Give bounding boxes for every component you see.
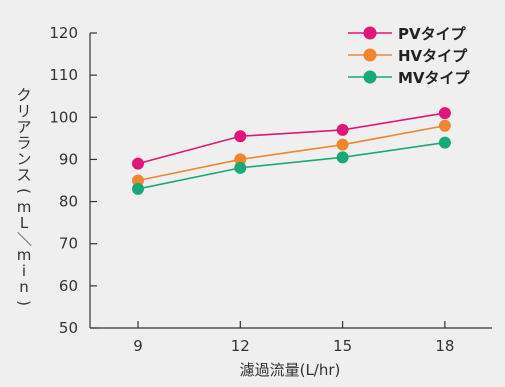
series-line xyxy=(137,124,446,182)
y-axis-title-char: ス xyxy=(16,166,31,184)
y-axis-title-char: ( xyxy=(15,188,33,194)
data-point xyxy=(438,107,451,120)
legend-label: HVタイプ xyxy=(398,47,468,65)
x-tick-label: 18 xyxy=(435,337,454,355)
data-point xyxy=(336,138,349,151)
y-axis-title-char: m xyxy=(17,246,32,264)
y-axis-title-char: i xyxy=(22,262,26,280)
legend-label: MVタイプ xyxy=(398,69,471,87)
y-axis-title-char: ク xyxy=(16,86,31,104)
data-point xyxy=(336,151,349,164)
data-point xyxy=(438,136,451,149)
y-tick-label: 50 xyxy=(59,319,78,337)
data-point xyxy=(132,182,144,195)
y-axis-title-char: ン xyxy=(16,150,31,168)
y-tick-label: 80 xyxy=(59,193,78,211)
y-tick-label: 100 xyxy=(49,108,78,126)
x-axis-ticks: 9 12 15 18 xyxy=(133,321,454,355)
y-axis-title-char: m xyxy=(17,198,32,216)
legend-label: PVタイプ xyxy=(398,25,467,43)
legend-marker xyxy=(363,26,377,40)
series-line xyxy=(137,112,446,165)
data-point xyxy=(234,153,247,166)
y-axis-title-char: L xyxy=(20,214,29,232)
y-tick-label: 90 xyxy=(59,150,78,168)
data-point xyxy=(234,161,247,174)
y-tick-label: 60 xyxy=(59,277,78,295)
y-axis-title-char: n xyxy=(19,278,29,296)
series-line xyxy=(137,141,446,190)
legend-marker xyxy=(363,48,377,62)
data-point xyxy=(234,130,247,143)
y-axis-title-char: ラ xyxy=(16,134,31,152)
y-axis-title-char: ／ xyxy=(15,231,33,246)
data-point xyxy=(438,119,451,132)
data-point xyxy=(132,174,144,187)
y-tick-label: 110 xyxy=(49,66,78,84)
x-axis-title: 濾過流量(L/hr) xyxy=(240,361,341,379)
series-layer xyxy=(132,107,451,195)
y-tick-label: 120 xyxy=(49,24,78,42)
y-axis-title-char: ) xyxy=(15,300,33,306)
legend: PVタイプ HVタイプ MVタイプ xyxy=(348,25,471,87)
data-point xyxy=(132,157,144,170)
x-tick-label: 15 xyxy=(333,337,352,355)
x-tick-label: 9 xyxy=(133,337,143,355)
x-tick-label: 12 xyxy=(231,337,250,355)
data-point xyxy=(336,123,349,136)
y-tick-label: 70 xyxy=(59,235,78,253)
y-axis-title-char: ア xyxy=(16,118,31,136)
legend-marker xyxy=(363,70,377,84)
y-axis-ticks: 50 60 70 80 90 100 110 120 xyxy=(49,24,97,337)
y-axis-title-char: リ xyxy=(16,102,31,120)
